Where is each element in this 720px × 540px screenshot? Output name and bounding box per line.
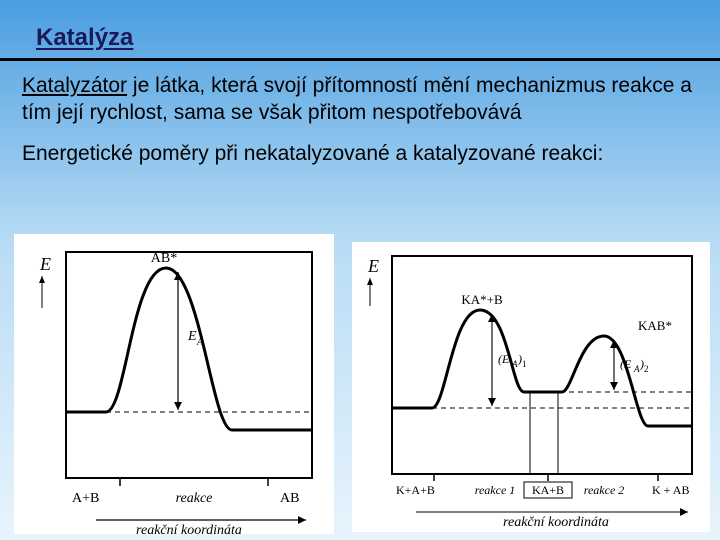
svg-text:E: E bbox=[39, 254, 51, 274]
svg-text:reakční koordináta: reakční koordináta bbox=[136, 523, 242, 534]
svg-text:A+B: A+B bbox=[72, 491, 99, 506]
term-catalyst: Katalyzátor bbox=[22, 74, 127, 97]
paragraph-definition: Katalyzátor je látka, která svojí přítom… bbox=[22, 73, 698, 127]
svg-text:reakce 1: reakce 1 bbox=[475, 483, 516, 497]
svg-text:AB*: AB* bbox=[151, 251, 177, 266]
svg-text:(E: (E bbox=[620, 357, 632, 371]
svg-text:KAB*: KAB* bbox=[638, 318, 672, 333]
chart-uncatalyzed: EAB*EAA+BreakceABreakční koordináta bbox=[14, 234, 334, 534]
svg-text:A: A bbox=[196, 337, 204, 348]
svg-text:K+A+B: K+A+B bbox=[396, 483, 435, 497]
paragraph-caption: Energetické poměry při nekatalyzované a … bbox=[22, 141, 698, 168]
svg-text:E: E bbox=[187, 329, 197, 344]
svg-text:AB: AB bbox=[280, 491, 299, 506]
svg-text:K + AB: K + AB bbox=[652, 483, 689, 497]
svg-text:reakce 2: reakce 2 bbox=[584, 483, 625, 497]
svg-text:KA*+B: KA*+B bbox=[461, 292, 503, 307]
svg-text:1: 1 bbox=[522, 359, 527, 369]
svg-text:(E: (E bbox=[498, 352, 510, 366]
svg-text:KA+B: KA+B bbox=[532, 483, 564, 497]
svg-text:A: A bbox=[633, 364, 640, 374]
svg-text:A: A bbox=[511, 359, 518, 369]
svg-text:reakční koordináta: reakční koordináta bbox=[503, 515, 609, 530]
page-title: Katalýza bbox=[36, 24, 133, 51]
svg-text:reakce: reakce bbox=[176, 491, 213, 506]
svg-text:E: E bbox=[367, 256, 379, 276]
svg-text:2: 2 bbox=[644, 364, 649, 374]
chart-catalyzed: EKA*+BKAB*(EA)1(EA)2K+A+Breakce 1KA+Brea… bbox=[352, 242, 710, 532]
